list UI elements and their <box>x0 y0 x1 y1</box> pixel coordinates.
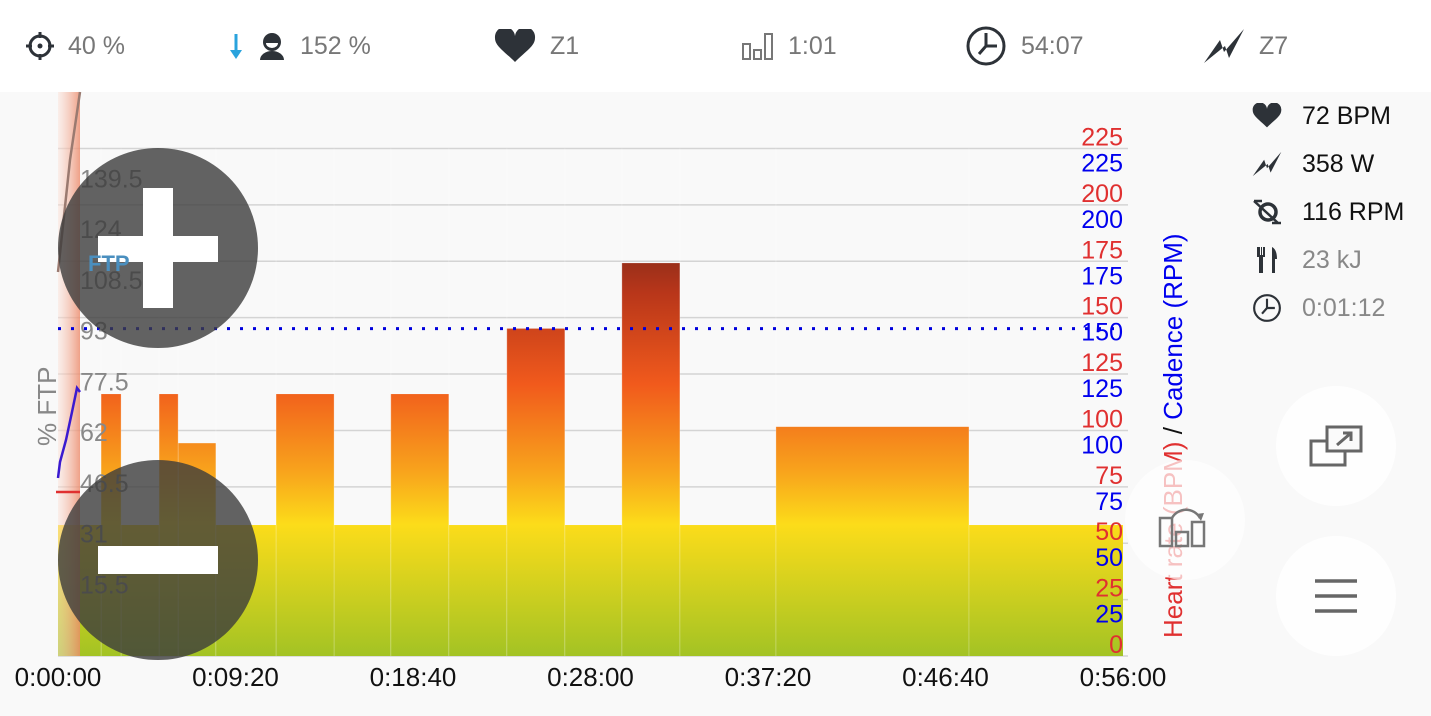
hr-tick-label: 225 <box>1081 124 1123 152</box>
hr-tick-label: 75 <box>1095 462 1123 490</box>
rider-ftp-value: 152 % <box>300 31 371 60</box>
hr-zone-indicator: Z1 <box>494 26 579 66</box>
segment-bar <box>448 525 507 656</box>
x-tick-label: 0:09:20 <box>192 662 279 692</box>
rider-ftp-indicator: 152 % <box>228 26 371 66</box>
minus-icon <box>98 546 218 574</box>
heart-icon <box>1252 103 1282 128</box>
zoom-out-button[interactable] <box>58 460 258 660</box>
cadence-axis-title: Cadence (RPM) <box>1158 233 1188 420</box>
x-tick-label: 0:00:00 <box>15 662 102 692</box>
switch-chart-button[interactable] <box>1125 460 1245 580</box>
cadence-tick-label: 225 <box>1081 150 1123 178</box>
x-tick-label: 0:46:40 <box>902 662 989 692</box>
x-tick-labels: 0:00:00 0:09:20 0:18:40 0:28:00 0:37:20 0:46:… <box>15 662 1167 692</box>
cadence-value: 116 RPM <box>1302 197 1405 226</box>
target-ftp-indicator: 40 % <box>26 26 125 66</box>
stat-heart-rate: 72 BPM <box>1252 98 1391 134</box>
rider-icon <box>260 33 284 60</box>
menu-button[interactable] <box>1276 536 1396 656</box>
x-tick-label: 0:56:00 <box>1080 662 1167 692</box>
crosshair-icon <box>26 32 54 60</box>
power-zone-value: Z7 <box>1259 31 1289 60</box>
cadence-tick-label: 200 <box>1081 206 1123 234</box>
stat-energy: 23 kJ <box>1252 242 1362 278</box>
elapsed-time-value: 0:01:12 <box>1302 293 1386 322</box>
segment-bar <box>621 263 680 656</box>
interval-bars-icon <box>742 33 773 60</box>
x-tick-label: 0:37:20 <box>725 662 812 692</box>
fork-knife-icon <box>1257 247 1277 273</box>
hr-zone-value: Z1 <box>550 31 580 60</box>
remaining-time-indicator: 54:07 <box>965 26 1084 66</box>
power-bolt-icon <box>1252 151 1282 177</box>
ftp-label: FTP <box>88 251 130 276</box>
stat-power: 358 W <box>1252 146 1374 182</box>
hr-tick-label: 25 <box>1095 575 1123 603</box>
target-ftp-value: 40 % <box>68 31 125 60</box>
chart-switch-icon <box>1158 508 1206 548</box>
power-bolt-icon <box>1204 29 1244 63</box>
arrow-down-icon <box>230 34 242 59</box>
hr-tick-label: 50 <box>1095 518 1123 546</box>
cadence-tick-label: 75 <box>1095 488 1123 516</box>
segment-bar <box>390 394 449 656</box>
interval-time-indicator: 1:01 <box>742 26 837 66</box>
segment-bar <box>968 525 1123 656</box>
segment-bar <box>506 328 565 656</box>
x-tick-label: 0:18:40 <box>370 662 457 692</box>
stat-elapsed-time: 0:01:12 <box>1252 290 1385 326</box>
plus-icon <box>98 188 218 308</box>
popout-window-button[interactable] <box>1276 386 1396 506</box>
segment-bar <box>276 394 335 656</box>
hr-tick-label: 200 <box>1081 180 1123 208</box>
top-status-bar: 40 % 152 % Z1 1:01 54:07 Z7 <box>0 0 1431 92</box>
x-tick-label: 0:28:00 <box>547 662 634 692</box>
heart-icon <box>494 29 536 62</box>
heart-rate-value: 72 BPM <box>1302 101 1391 130</box>
hr-tick-label: 0 <box>1109 631 1123 659</box>
segment-bar <box>679 525 776 656</box>
y-tick-label: 77.5 <box>80 368 129 396</box>
cadence-tick-label: 125 <box>1081 375 1123 403</box>
hamburger-menu-icon <box>1315 579 1357 613</box>
cadence-tick-label: 50 <box>1095 544 1123 572</box>
hr-tick-label: 125 <box>1081 349 1123 377</box>
cadence-icon <box>1253 199 1281 225</box>
right-tick-labels: 0255075100125150175200225255075100125150… <box>1081 124 1123 660</box>
remaining-time-value: 54:07 <box>1021 31 1084 60</box>
interval-time-value: 1:01 <box>788 31 837 60</box>
cadence-tick-label: 100 <box>1081 431 1123 459</box>
power-value: 358 W <box>1302 149 1375 178</box>
clock-icon <box>1253 294 1281 322</box>
segment-bar <box>775 426 969 656</box>
axis-title-separator: / <box>1158 419 1188 442</box>
clock-icon <box>966 26 1006 66</box>
stat-cadence: 116 RPM <box>1252 194 1404 230</box>
hr-tick-label: 175 <box>1081 236 1123 264</box>
hr-tick-label: 150 <box>1081 293 1123 321</box>
cadence-tick-label: 150 <box>1081 319 1123 347</box>
segment-bar <box>564 525 622 656</box>
cadence-trace <box>56 385 81 479</box>
cadence-tick-label: 175 <box>1081 262 1123 290</box>
y-axis-title: % FTP <box>32 366 62 446</box>
y-tick-label: 62 <box>80 419 108 447</box>
segment-bar <box>334 525 391 656</box>
power-zone-indicator: Z7 <box>1203 26 1288 66</box>
zoom-in-button[interactable] <box>58 148 258 348</box>
energy-value: 23 kJ <box>1302 245 1362 274</box>
cadence-tick-label: 25 <box>1095 601 1123 629</box>
hr-tick-label: 100 <box>1081 405 1123 433</box>
popout-icon <box>1309 425 1363 467</box>
